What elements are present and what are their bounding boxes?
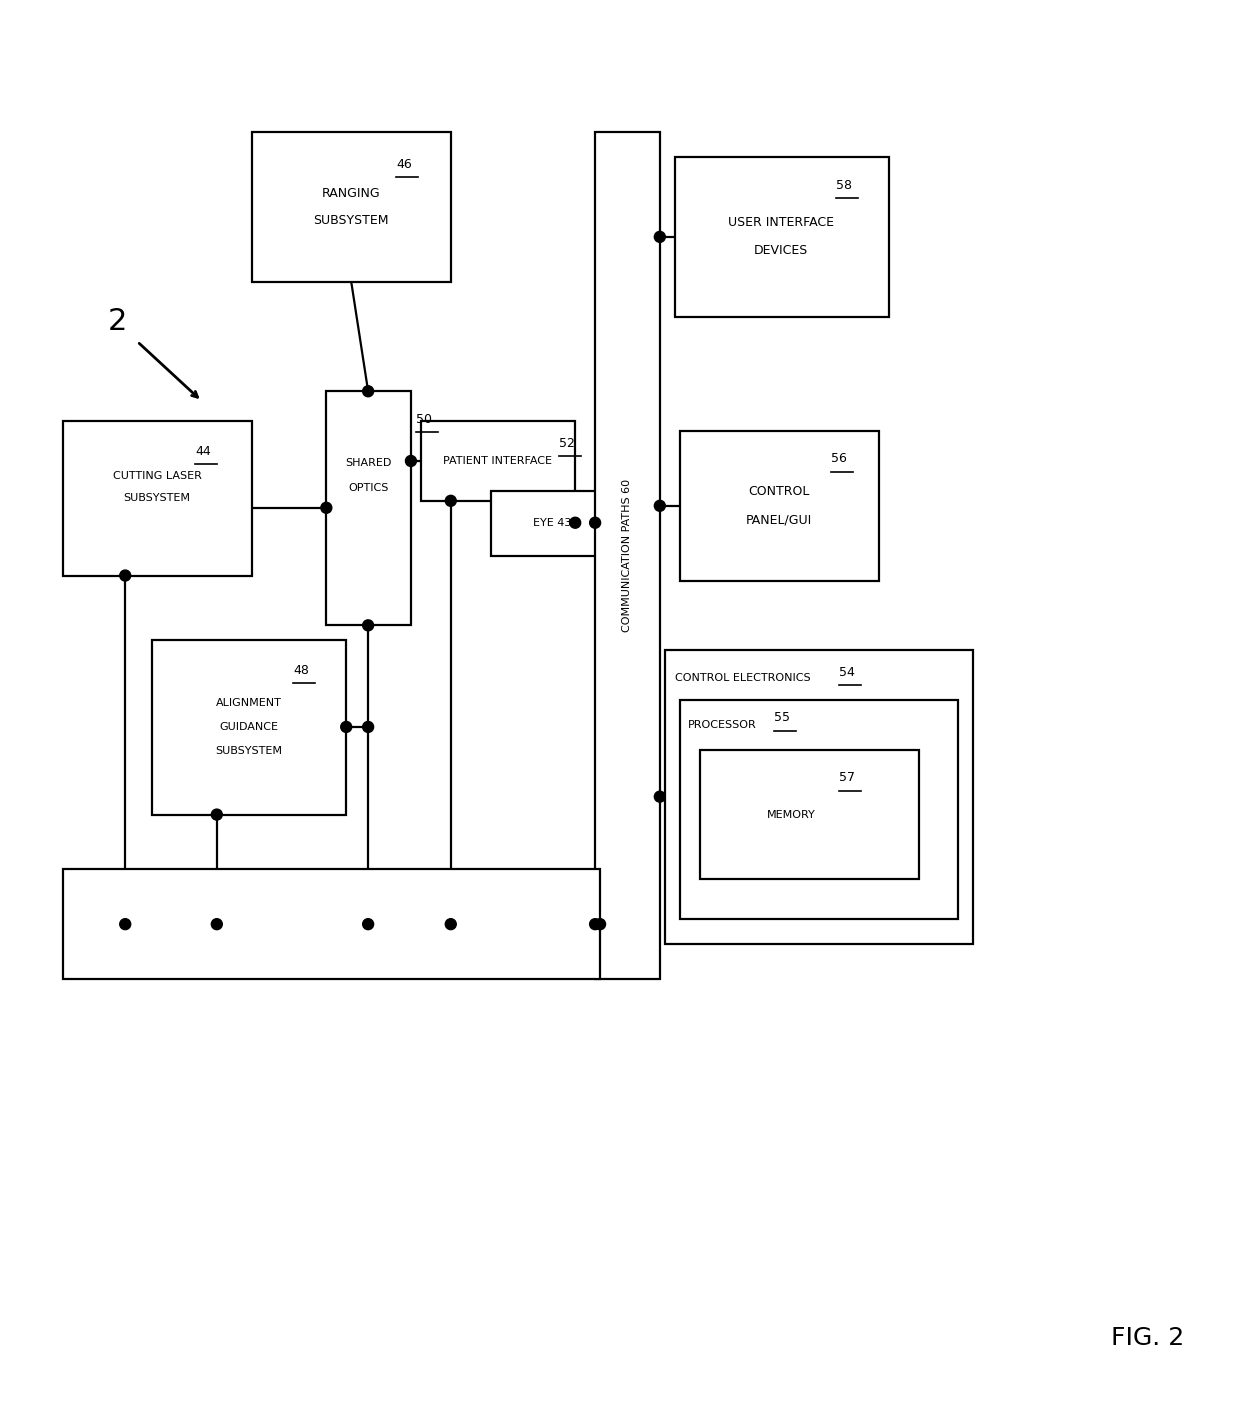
- Circle shape: [655, 501, 666, 512]
- Text: 57: 57: [839, 771, 856, 785]
- Text: 56: 56: [831, 452, 847, 465]
- Text: COMMUNICATION PATHS 60: COMMUNICATION PATHS 60: [622, 479, 632, 633]
- Bar: [62, 869, 600, 978]
- Circle shape: [445, 919, 456, 930]
- Circle shape: [405, 455, 417, 466]
- Circle shape: [590, 919, 600, 930]
- Text: 54: 54: [839, 665, 854, 678]
- Bar: [680, 700, 959, 919]
- Text: 55: 55: [774, 711, 790, 724]
- Text: DEVICES: DEVICES: [754, 245, 808, 257]
- Text: 44: 44: [195, 445, 211, 458]
- Circle shape: [569, 518, 580, 528]
- Circle shape: [595, 919, 605, 930]
- Circle shape: [655, 791, 666, 802]
- Bar: [491, 491, 615, 556]
- Bar: [595, 132, 660, 978]
- Text: 52: 52: [559, 437, 575, 449]
- Text: 2: 2: [108, 307, 126, 336]
- Text: SHARED: SHARED: [345, 458, 392, 468]
- Circle shape: [362, 721, 373, 732]
- Text: ALIGNMENT: ALIGNMENT: [216, 698, 281, 708]
- Text: SUBSYSTEM: SUBSYSTEM: [216, 747, 283, 757]
- Circle shape: [211, 919, 222, 930]
- Bar: [420, 421, 575, 501]
- Bar: [62, 421, 252, 576]
- Bar: [680, 431, 879, 580]
- Bar: [326, 391, 410, 626]
- Text: USER INTERFACE: USER INTERFACE: [728, 216, 835, 229]
- Circle shape: [362, 620, 373, 631]
- Text: SUBSYSTEM: SUBSYSTEM: [314, 215, 389, 228]
- Bar: [252, 132, 451, 282]
- Text: CONTROL: CONTROL: [749, 485, 810, 498]
- Circle shape: [655, 232, 666, 242]
- Circle shape: [445, 495, 456, 506]
- Circle shape: [590, 518, 600, 528]
- Text: PANEL/GUI: PANEL/GUI: [746, 513, 812, 526]
- Text: RANGING: RANGING: [322, 186, 381, 199]
- Circle shape: [120, 919, 130, 930]
- Text: 50: 50: [415, 412, 432, 425]
- Text: PROCESSOR: PROCESSOR: [688, 720, 756, 729]
- Text: PATIENT INTERFACE: PATIENT INTERFACE: [443, 456, 552, 466]
- Text: EYE 43: EYE 43: [533, 518, 572, 528]
- Text: MEMORY: MEMORY: [766, 809, 816, 819]
- Circle shape: [362, 385, 373, 397]
- Bar: [665, 650, 973, 944]
- Text: CUTTING LASER: CUTTING LASER: [113, 471, 202, 481]
- Bar: [675, 158, 889, 317]
- Text: CONTROL ELECTRONICS: CONTROL ELECTRONICS: [675, 673, 811, 683]
- Text: 46: 46: [396, 158, 412, 171]
- Circle shape: [321, 502, 332, 513]
- Circle shape: [211, 809, 222, 820]
- Bar: [153, 640, 346, 815]
- Text: SUBSYSTEM: SUBSYSTEM: [124, 493, 191, 503]
- Bar: [699, 749, 919, 879]
- Text: OPTICS: OPTICS: [348, 483, 388, 493]
- Text: GUIDANCE: GUIDANCE: [219, 722, 278, 732]
- Circle shape: [341, 721, 352, 732]
- Text: FIG. 2: FIG. 2: [1111, 1325, 1184, 1349]
- Circle shape: [120, 570, 130, 582]
- Text: 48: 48: [294, 664, 309, 677]
- Circle shape: [362, 919, 373, 930]
- Text: 58: 58: [836, 179, 852, 192]
